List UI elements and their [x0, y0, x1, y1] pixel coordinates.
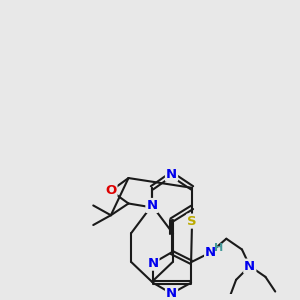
Text: N: N	[244, 260, 255, 273]
Text: O: O	[105, 184, 116, 197]
Text: H: H	[214, 242, 223, 253]
Text: N: N	[166, 168, 177, 181]
Text: N: N	[147, 257, 158, 270]
Text: N: N	[166, 287, 177, 300]
Text: S: S	[187, 214, 197, 228]
Text: N: N	[146, 199, 158, 212]
Text: N: N	[205, 246, 216, 259]
